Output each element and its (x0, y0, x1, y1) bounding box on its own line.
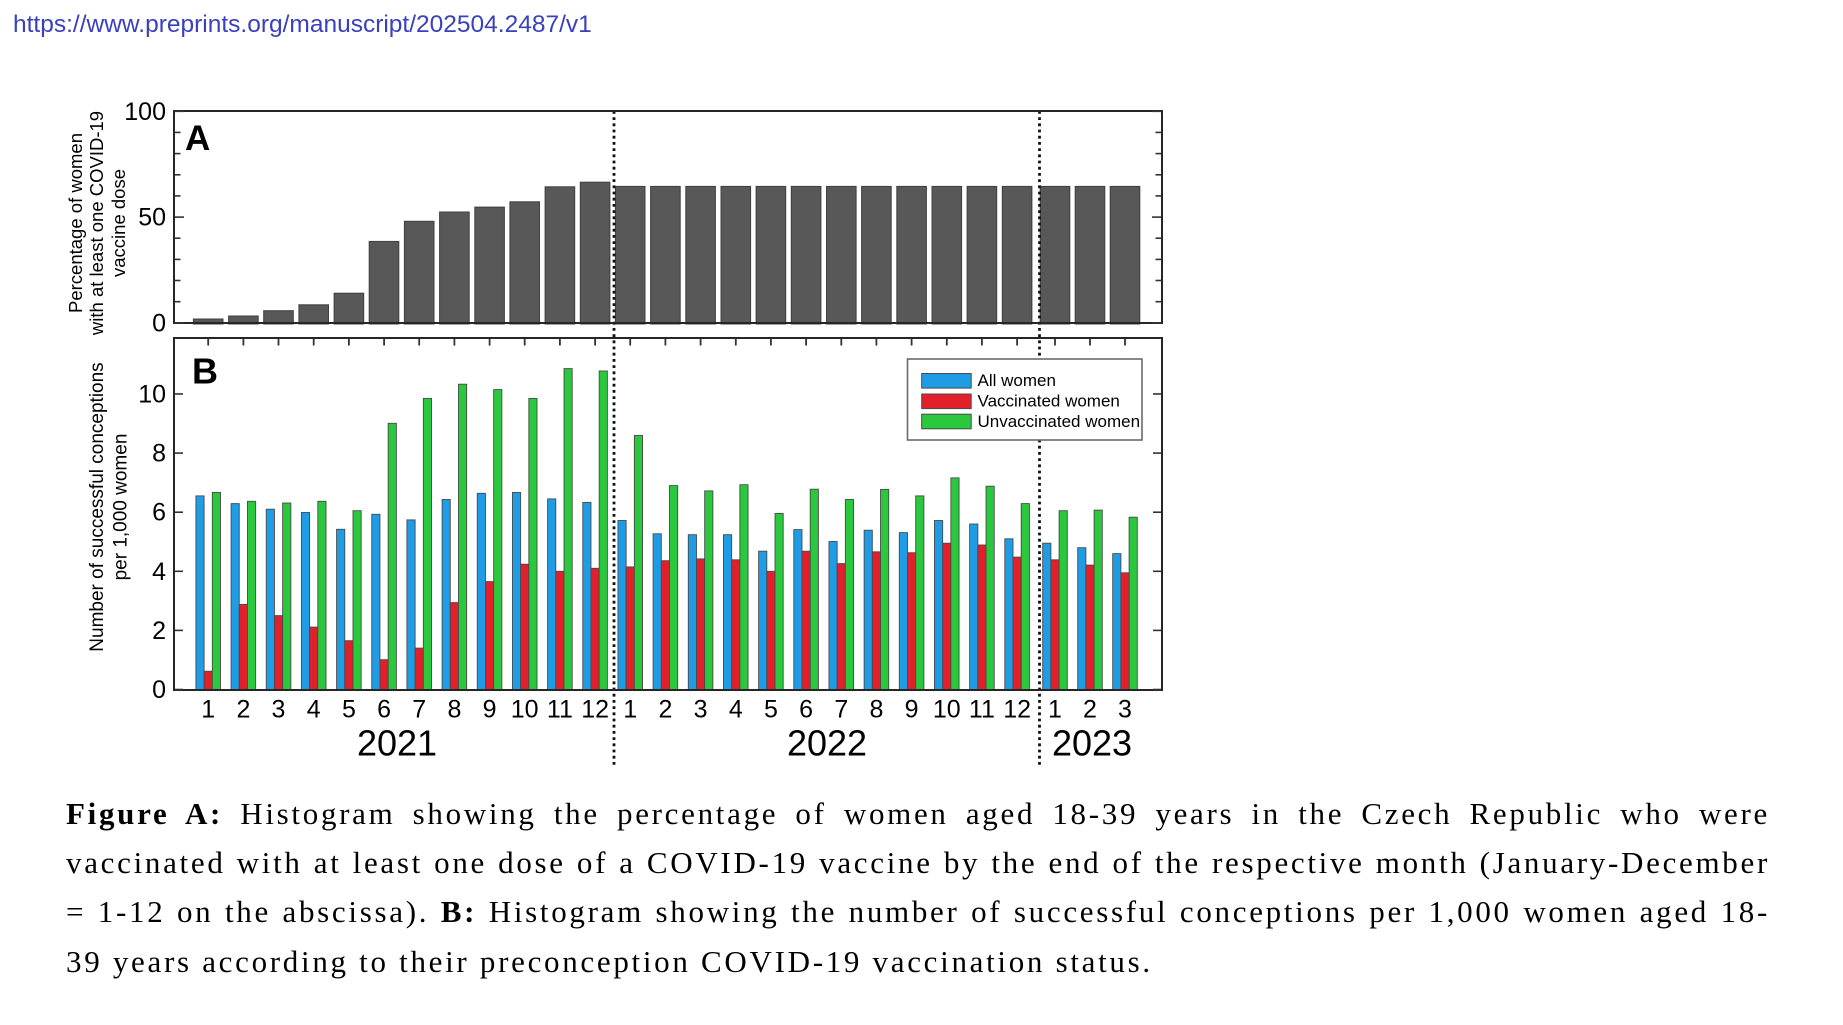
svg-text:9: 9 (905, 696, 919, 724)
svg-text:B: B (192, 351, 218, 392)
svg-text:2: 2 (1083, 696, 1097, 724)
svg-text:4: 4 (307, 696, 321, 724)
svg-text:6: 6 (377, 696, 391, 724)
svg-text:2: 2 (658, 696, 672, 724)
svg-text:9: 9 (483, 696, 497, 724)
svg-text:2023: 2023 (1052, 723, 1132, 764)
svg-text:8: 8 (447, 696, 461, 724)
svg-text:10: 10 (933, 696, 961, 724)
svg-text:Percentage of women: Percentage of women (65, 133, 86, 313)
svg-text:7: 7 (834, 696, 848, 724)
svg-text:3: 3 (272, 696, 286, 724)
svg-text:2021: 2021 (357, 723, 437, 764)
svg-text:All women: All women (978, 371, 1056, 390)
svg-text:8: 8 (869, 696, 883, 724)
svg-text:4: 4 (152, 558, 166, 586)
svg-text:6: 6 (799, 696, 813, 724)
svg-text:vaccine dose: vaccine dose (108, 169, 129, 277)
svg-text:11: 11 (547, 696, 573, 724)
svg-text:2022: 2022 (787, 723, 867, 764)
svg-text:with at least one COVID-19: with at least one COVID-19 (86, 111, 107, 336)
svg-text:4: 4 (729, 696, 743, 724)
svg-text:1: 1 (201, 696, 215, 724)
svg-text:0: 0 (152, 309, 166, 337)
svg-text:1: 1 (1048, 696, 1062, 724)
svg-text:10: 10 (138, 381, 166, 409)
svg-text:2: 2 (152, 617, 166, 645)
svg-text:50: 50 (138, 204, 166, 232)
svg-text:7: 7 (412, 696, 426, 724)
svg-text:A: A (185, 119, 210, 158)
svg-text:8: 8 (152, 440, 166, 468)
svg-text:Vaccinated women: Vaccinated women (978, 392, 1120, 411)
svg-text:1: 1 (623, 696, 637, 724)
svg-text:Unvaccinated women: Unvaccinated women (978, 412, 1141, 431)
svg-text:5: 5 (342, 696, 356, 724)
svg-text:12: 12 (581, 696, 609, 724)
svg-text:11: 11 (969, 696, 995, 724)
svg-text:12: 12 (1003, 696, 1031, 724)
svg-text:6: 6 (152, 499, 166, 527)
svg-text:2: 2 (236, 696, 250, 724)
svg-text:3: 3 (1118, 696, 1132, 724)
svg-text:10: 10 (511, 696, 539, 724)
svg-text:Number of successful conceptio: Number of successful conceptions (87, 362, 108, 651)
svg-text:0: 0 (152, 676, 166, 704)
svg-text:100: 100 (124, 98, 166, 126)
svg-text:per 1,000 women: per 1,000 women (110, 434, 131, 581)
svg-text:5: 5 (764, 696, 778, 724)
svg-text:3: 3 (694, 696, 708, 724)
